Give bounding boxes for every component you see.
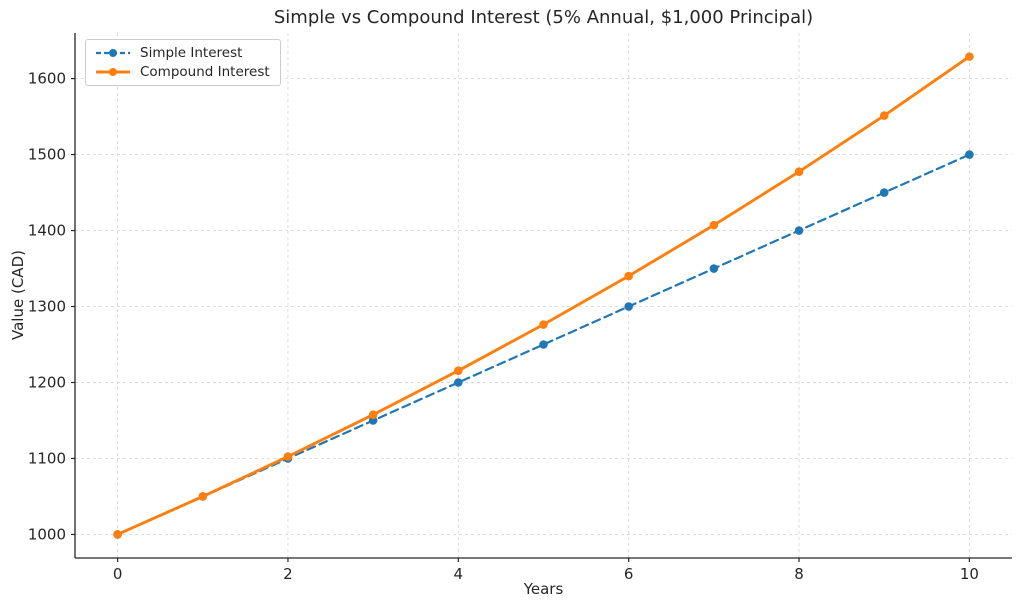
x-tick-label: 2	[283, 565, 293, 583]
x-tick-label: 10	[960, 565, 979, 583]
data-point-simple-interest	[794, 226, 804, 235]
legend-solid-line-icon	[96, 68, 130, 76]
data-point-compound-interest	[539, 320, 548, 329]
data-point-simple-interest	[879, 188, 889, 197]
x-tick-label: 0	[113, 565, 123, 583]
data-point-compound-interest	[794, 167, 804, 176]
x-axis-label: Years	[523, 580, 564, 598]
data-point-compound-interest	[283, 452, 293, 461]
data-point-compound-interest	[709, 220, 719, 230]
data-point-compound-interest	[624, 271, 633, 281]
y-tick-label: 1000	[28, 525, 66, 543]
data-point-compound-interest	[965, 52, 974, 61]
data-point-compound-interest	[198, 492, 208, 501]
legend-label-simple-interest: Simple Interest	[140, 45, 243, 61]
data-point-compound-interest	[454, 366, 463, 376]
data-point-simple-interest	[965, 150, 974, 159]
legend-item-compound-interest: Compound Interest	[94, 64, 270, 80]
x-tick-label: 4	[454, 565, 464, 583]
data-point-simple-interest	[709, 264, 719, 273]
data-point-simple-interest	[539, 340, 548, 349]
series-line-compound-interest	[116, 55, 971, 536]
data-point-simple-interest	[624, 302, 633, 311]
legend: Simple Interest Compound Interest	[85, 39, 281, 86]
y-tick-label: 1400	[28, 222, 66, 240]
y-tick-label: 1100	[28, 449, 66, 467]
data-point-simple-interest	[454, 378, 463, 387]
y-tick-label: 1500	[28, 146, 66, 164]
legend-dashed-line-icon	[96, 49, 130, 57]
chart-title: Simple vs Compound Interest (5% Annual, …	[273, 7, 814, 28]
y-tick-label: 1300	[28, 298, 66, 316]
legend-item-simple-interest: Simple Interest	[94, 45, 270, 61]
data-point-compound-interest	[879, 111, 889, 120]
data-point-compound-interest	[113, 530, 122, 539]
y-axis-label: Value (CAD)	[9, 250, 27, 340]
legend-label-compound-interest: Compound Interest	[140, 64, 270, 80]
data-point-compound-interest	[368, 410, 378, 419]
x-tick-label: 8	[794, 565, 804, 583]
y-tick-label: 1200	[28, 373, 66, 391]
y-tick-label: 1600	[28, 70, 66, 88]
x-tick-label: 6	[624, 565, 634, 583]
